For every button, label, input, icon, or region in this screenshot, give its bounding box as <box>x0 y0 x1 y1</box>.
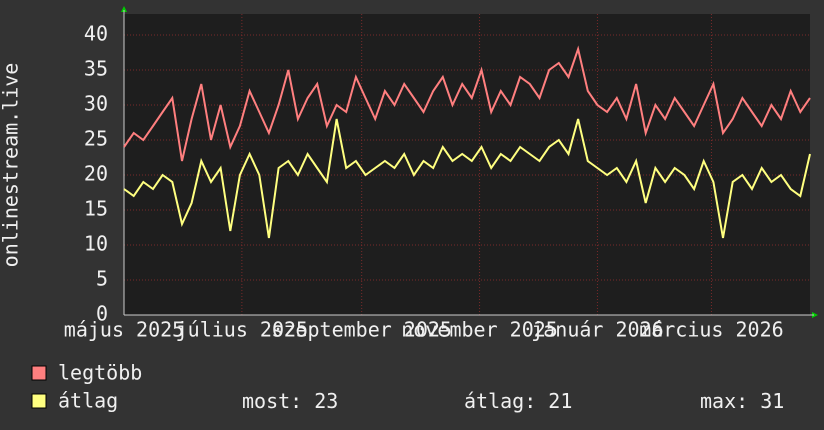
y-tick-label: 5 <box>96 267 108 291</box>
stat: átlag: 21 <box>464 389 572 413</box>
y-tick-label: 10 <box>84 232 108 256</box>
y-tick-label: 40 <box>84 22 108 46</box>
x-tick-label: szeptember 2025 <box>271 318 452 342</box>
axis-arrow <box>812 312 818 318</box>
x-tick-label: május 2025 <box>64 318 184 342</box>
series-line <box>123 118 811 239</box>
stat-value: 21 <box>548 389 572 413</box>
legend-label: átlag <box>58 389 118 413</box>
legend-label: legtöbb <box>58 361 142 385</box>
axis-arrow <box>121 6 127 12</box>
x-tick-label: március 2026 <box>639 318 784 342</box>
y-tick-label: 30 <box>84 92 108 116</box>
y-axis-label: onlinestream.live <box>0 63 23 268</box>
y-tick-label: 20 <box>84 162 108 186</box>
y-tick-label: 25 <box>84 127 108 151</box>
legend-swatch <box>31 393 47 409</box>
legend-swatch <box>31 365 47 381</box>
y-tick-label: 0 <box>96 302 108 326</box>
stat-value: 23 <box>314 389 338 413</box>
stat-label: átlag: <box>464 389 536 413</box>
stat-label: max: <box>700 389 748 413</box>
y-tick-label: 15 <box>84 197 108 221</box>
stat: most: 23 <box>242 389 338 413</box>
stat-label: most: <box>242 389 302 413</box>
stat: max: 31 <box>700 389 784 413</box>
stat-value: 31 <box>760 389 784 413</box>
series-line <box>123 45 811 162</box>
x-tick-label: november 2025 <box>401 318 558 342</box>
x-tick-label: január 2026 <box>531 318 663 342</box>
x-tick-label: július 2025 <box>176 318 308 342</box>
plot-area <box>124 14 810 315</box>
y-tick-label: 35 <box>84 57 108 81</box>
